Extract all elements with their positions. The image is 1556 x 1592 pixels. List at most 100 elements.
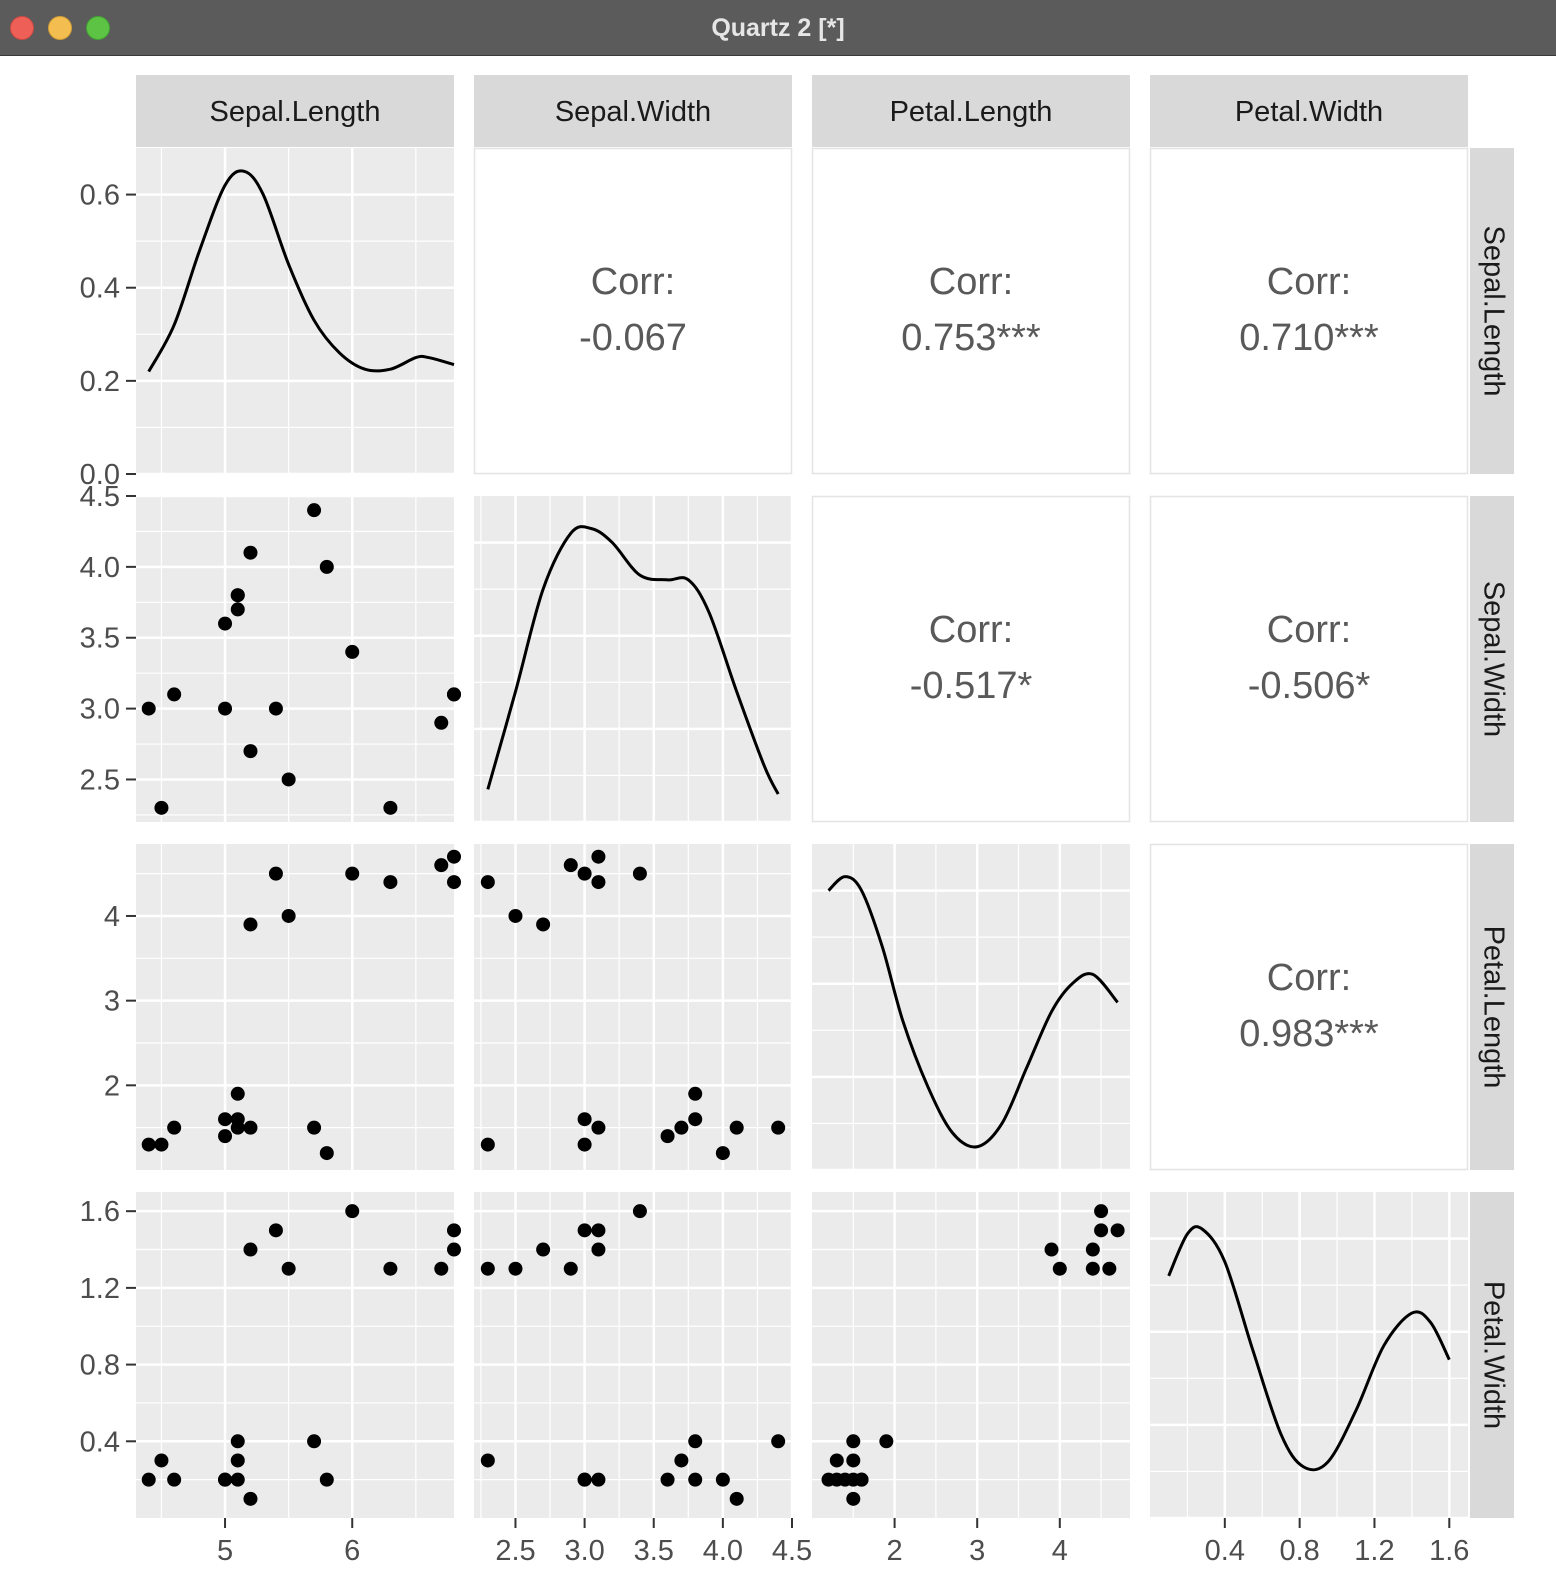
scatter-point	[434, 715, 449, 730]
scatter-point	[879, 1434, 894, 1449]
scatter-point	[480, 875, 495, 890]
x-tick-label: 3	[969, 1535, 985, 1567]
scatter-point	[154, 800, 169, 815]
y-tick-label: 0.4	[80, 1426, 120, 1458]
x-tick-label: 4.5	[772, 1535, 812, 1567]
scatter-point	[243, 1491, 258, 1506]
panel-background	[474, 496, 792, 822]
density-curve	[1167, 1225, 1451, 1472]
corr-value: 0.753***	[901, 317, 1041, 359]
panel-3-2	[812, 1192, 1130, 1518]
scatter-point	[307, 1434, 322, 1449]
close-window-button[interactable]	[10, 16, 34, 40]
x-tick-label: 4	[1052, 1535, 1068, 1567]
x-tick-label: 2.5	[495, 1535, 535, 1567]
corr-panel	[1149, 843, 1469, 1171]
scatter-point	[243, 1242, 258, 1257]
density-curve	[827, 875, 1119, 1149]
scatter-point	[1094, 1204, 1109, 1219]
corr-value: 0.983***	[1239, 1013, 1379, 1055]
scatter-point	[167, 687, 182, 702]
scatter-point	[218, 1129, 233, 1144]
panel-2-3: Corr: 0.983***	[1149, 843, 1469, 1171]
y-tick-label: 3.5	[80, 623, 120, 655]
window-title: Quartz 2 [*]	[711, 14, 845, 42]
y-tick-label: 1.6	[80, 1196, 120, 1228]
corr-panel	[473, 147, 793, 475]
scatter-point	[846, 1491, 861, 1506]
scatter-point	[434, 858, 449, 873]
scatter-point	[591, 875, 606, 890]
scatter-point	[1085, 1261, 1100, 1276]
y-tick-label: 2	[104, 1070, 120, 1102]
scatter-point	[434, 1261, 449, 1276]
strip-top-label: Petal.Width	[1235, 96, 1383, 128]
strip-top-petal-width	[1150, 75, 1468, 147]
scatter-point	[230, 1434, 245, 1449]
panel-background	[474, 844, 792, 1170]
scatter-point	[230, 1112, 245, 1127]
scatter-point	[591, 1120, 606, 1135]
scatter-point	[268, 866, 283, 881]
scatter-point	[141, 1472, 156, 1487]
panel-0-3: Corr: 0.710***	[1149, 147, 1469, 475]
density-curve	[147, 169, 455, 373]
scatter-point	[660, 1472, 675, 1487]
pairs-plot: Sepal.Length Sepal.Width Petal.Length Petal…	[80, 75, 1514, 1567]
panel-background	[136, 148, 454, 474]
scatter-point	[577, 866, 592, 881]
scatter-point	[154, 1137, 169, 1152]
scatter-point	[591, 1472, 606, 1487]
panel-3-3	[1150, 1192, 1468, 1520]
scatter-point	[319, 1146, 334, 1161]
scatter-point	[383, 1261, 398, 1276]
scatter-point	[218, 616, 233, 631]
panel-2-1	[474, 844, 794, 1170]
scatter-point	[508, 908, 523, 923]
scatter-point	[838, 1472, 853, 1487]
scatter-point	[307, 1120, 322, 1135]
strip-top-label: Sepal.Length	[210, 96, 381, 128]
scatter-point	[281, 772, 296, 787]
x-tick-label: 5	[217, 1535, 233, 1567]
scatter-point	[243, 545, 258, 560]
y-tick-label: 4.5	[80, 481, 120, 513]
strip-top-petal-length	[812, 75, 1130, 147]
scatter-point	[577, 1112, 592, 1127]
scatter-point	[447, 1242, 461, 1257]
scatter-point	[319, 559, 334, 574]
x-tick-label: 0.4	[1205, 1535, 1245, 1567]
scatter-point	[563, 1261, 578, 1276]
scatter-point	[771, 1120, 786, 1135]
panel-1-2: Corr: -0.517*	[811, 495, 1131, 823]
scatter-point	[821, 1472, 836, 1487]
x-tick-label: 3.0	[564, 1535, 604, 1567]
y-tick-label: 0.0	[80, 459, 120, 491]
strip-right-label: Sepal.Length	[1477, 226, 1509, 397]
strip-right-sepal-length	[1470, 148, 1514, 474]
scatter-point	[729, 1491, 744, 1506]
scatter-point	[243, 917, 258, 932]
panel-0-1: Corr: -0.067	[473, 147, 793, 475]
x-tick-label: 1.2	[1354, 1535, 1394, 1567]
y-tick-label: 0.8	[80, 1350, 120, 1382]
scatter-point	[230, 1472, 245, 1487]
y-tick-label: 0.4	[80, 273, 120, 305]
strip-top-sepal-length	[136, 75, 454, 147]
minimize-window-button[interactable]	[48, 16, 72, 40]
scatter-point	[218, 1472, 233, 1487]
scatter-point	[383, 800, 398, 815]
scatter-point	[846, 1453, 861, 1468]
scatter-point	[536, 1242, 551, 1257]
panel-background	[1150, 1192, 1468, 1518]
maximize-window-button[interactable]	[86, 16, 110, 40]
scatter-point	[508, 1261, 523, 1276]
scatter-point	[154, 1453, 169, 1468]
scatter-point	[167, 1120, 182, 1135]
corr-panel	[811, 147, 1131, 475]
scatter-point	[688, 1112, 703, 1127]
strip-right-petal-length	[1470, 844, 1514, 1170]
scatter-point	[577, 1137, 592, 1152]
scatter-point	[536, 917, 551, 932]
scatter-point	[829, 1453, 844, 1468]
